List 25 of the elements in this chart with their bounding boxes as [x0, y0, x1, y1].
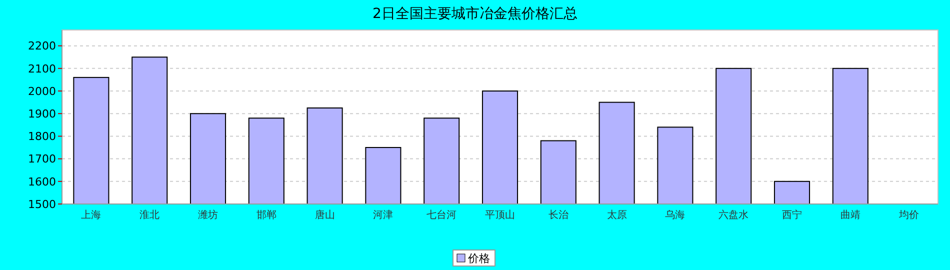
y-tick-label: 2100 — [28, 62, 56, 76]
y-tick-label: 1600 — [28, 175, 56, 188]
y-tick-label: 2000 — [28, 84, 56, 98]
y-tick-label: 1700 — [28, 152, 56, 166]
x-tick-label: 太原 — [606, 209, 627, 221]
x-tick-label: 长治 — [548, 209, 568, 221]
legend-label: 价格 — [467, 252, 490, 265]
x-tick-label: 均价 — [898, 209, 919, 221]
x-tick-label: 西宁 — [782, 209, 802, 221]
x-tick-label: 唐山 — [314, 209, 335, 221]
y-tick-label: 1900 — [28, 107, 56, 120]
y-tick-label: 2200 — [28, 40, 56, 53]
x-tick-label: 邯郸 — [256, 209, 276, 221]
x-tick-label: 潍坊 — [198, 209, 218, 221]
x-tick-label: 河津 — [373, 209, 394, 221]
x-tick-label: 上海 — [81, 209, 102, 221]
y-tick-label: 1500 — [28, 198, 56, 211]
x-tick-label: 六盘水 — [718, 209, 749, 221]
chart-title: 2日全国主要城市冶金焦价格汇总 — [372, 6, 578, 22]
x-tick-label: 平顶山 — [485, 209, 515, 221]
y-tick-label: 1800 — [28, 130, 56, 144]
x-tick-label: 乌海 — [665, 209, 686, 221]
x-tick-label: 曲靖 — [840, 209, 860, 221]
x-tick-label: 淮北 — [140, 209, 160, 221]
x-tick-label: 七台河 — [426, 209, 457, 221]
